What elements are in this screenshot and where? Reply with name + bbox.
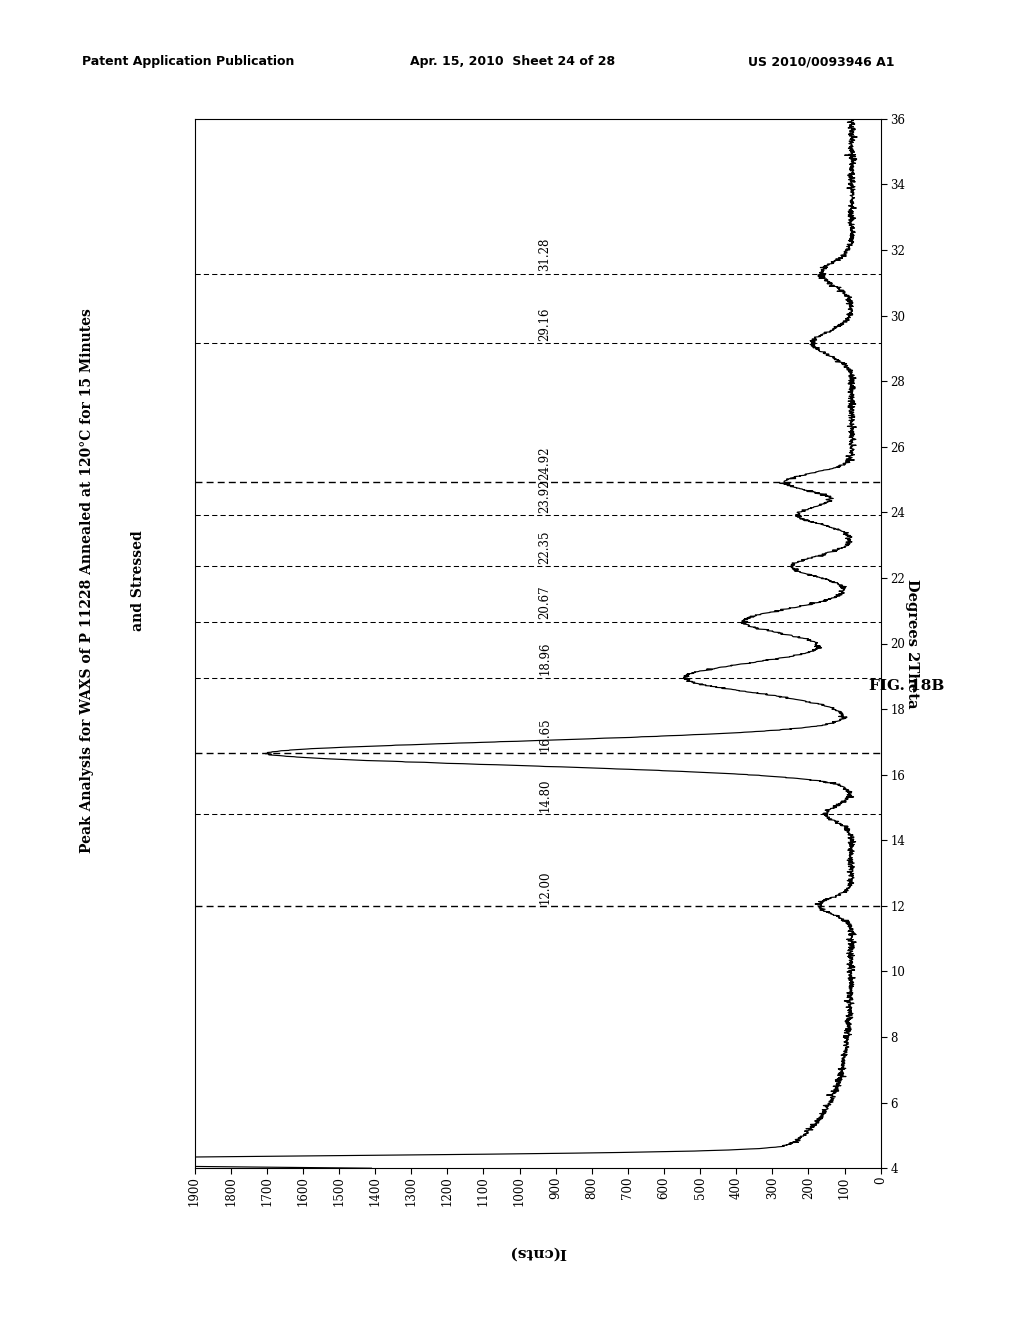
- Text: 31.28: 31.28: [539, 238, 551, 272]
- Text: 16.65: 16.65: [539, 718, 551, 751]
- Text: 12.00: 12.00: [539, 870, 551, 904]
- Text: FIG. 18B: FIG. 18B: [868, 680, 944, 693]
- Text: US 2010/0093946 A1: US 2010/0093946 A1: [748, 55, 894, 69]
- Text: 18.96: 18.96: [539, 642, 551, 676]
- X-axis label: I(cnts): I(cnts): [509, 1245, 566, 1259]
- Text: 23.92: 23.92: [539, 479, 551, 512]
- Text: 14.80: 14.80: [539, 779, 551, 812]
- Text: 24.92: 24.92: [539, 446, 551, 480]
- Y-axis label: Degrees 2Theta: Degrees 2Theta: [905, 578, 920, 709]
- Text: Peak Analysis for WAXS of P 11228 Annealed at 120°C for 15 Minutes: Peak Analysis for WAXS of P 11228 Anneal…: [80, 309, 94, 853]
- Text: Patent Application Publication: Patent Application Publication: [82, 55, 294, 69]
- Text: 29.16: 29.16: [539, 308, 551, 341]
- Text: 22.35: 22.35: [539, 531, 551, 564]
- Text: and Stressed: and Stressed: [131, 531, 145, 631]
- Text: 20.67: 20.67: [539, 586, 551, 619]
- Text: Apr. 15, 2010  Sheet 24 of 28: Apr. 15, 2010 Sheet 24 of 28: [410, 55, 614, 69]
